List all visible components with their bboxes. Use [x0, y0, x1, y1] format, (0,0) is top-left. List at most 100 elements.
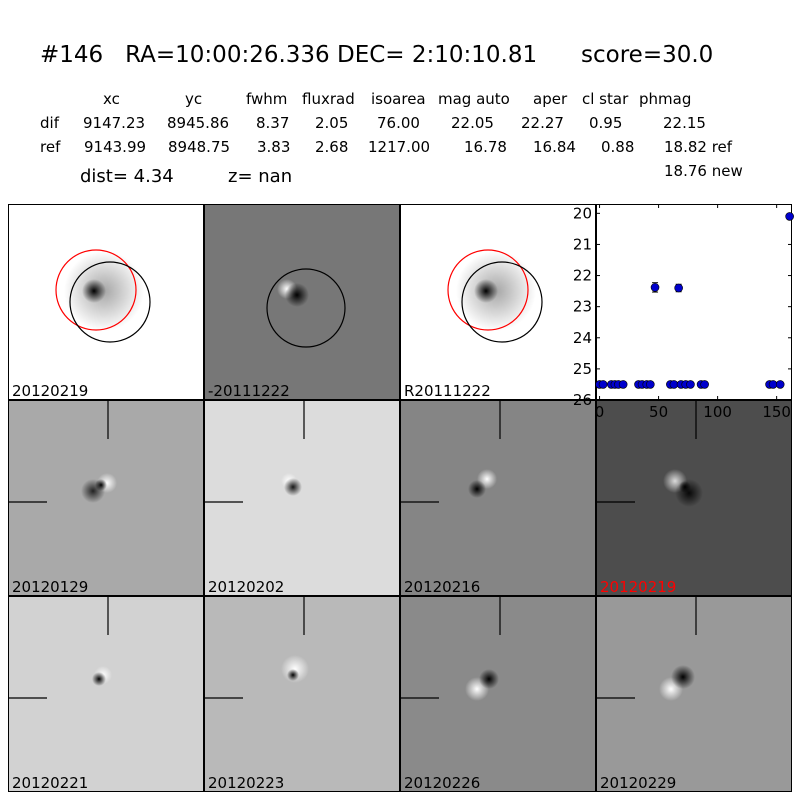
data-point	[646, 380, 655, 389]
epoch-stamp-panel: 20120221	[8, 596, 204, 792]
phmag-new: 18.76 new	[664, 162, 743, 180]
stamp-image	[597, 597, 697, 701]
data-point	[598, 380, 608, 389]
dif-fwhm: 8.37	[256, 114, 290, 132]
candidate-title: #146 RA=10:00:26.336 DEC= 2:10:10.81 sco…	[40, 42, 713, 68]
dif-phmag: 22.15	[663, 114, 706, 132]
reference-image-panel: R20111222	[400, 204, 596, 400]
col-header-yc: yc	[185, 90, 203, 108]
y-tick-label: 26	[573, 391, 592, 409]
lightcurve-panel: 20 21 22 23 24 25 26 0 50 100 150	[573, 204, 794, 421]
difference-image-panel: -20111222	[204, 204, 400, 400]
panel-date-label: 20120221	[12, 774, 89, 792]
negative-residual	[671, 665, 695, 689]
stamp-image	[266, 268, 346, 348]
dif-cl-star: 0.95	[589, 114, 623, 132]
col-header-mag-auto: mag auto	[438, 90, 510, 108]
negative-residual	[468, 480, 486, 498]
plot-frame	[596, 204, 792, 400]
data-point	[785, 212, 794, 221]
ref-aper: 16.84	[533, 138, 576, 156]
panel-date-label: 20120216	[404, 578, 481, 596]
data-point	[650, 283, 660, 292]
ra-text: RA=10:00:26.336	[125, 42, 330, 68]
y-tick-label: 25	[573, 360, 592, 378]
col-header-xc: xc	[103, 90, 120, 108]
candidate-id: #146	[40, 42, 104, 68]
stamp-image	[401, 597, 501, 701]
col-header-fwhm: fwhm	[246, 90, 288, 108]
col-header-aper: aper	[533, 90, 568, 108]
reference-image-panel: 20120219	[8, 204, 204, 400]
data-point	[618, 380, 628, 389]
data-point	[775, 380, 785, 389]
row-label-ref: ref	[40, 138, 61, 156]
detection-position-circle	[266, 268, 346, 348]
col-header-fluxrad: fluxrad	[302, 90, 355, 108]
y-tick-label: 21	[573, 235, 592, 253]
epoch-stamp-panel: 20120129	[8, 400, 204, 596]
source-core	[474, 279, 498, 303]
data-point	[700, 380, 709, 389]
ref-fluxrad: 2.68	[315, 138, 349, 156]
panel-date-label: 20120229	[600, 774, 677, 792]
dif-xc: 9147.23	[83, 114, 146, 132]
ref-phmag: 18.82 ref	[664, 138, 733, 156]
epoch-stamp-panel: 20120202	[204, 400, 400, 596]
ref-xc: 9143.99	[84, 138, 147, 156]
y-tick-label: 20	[573, 204, 592, 222]
negative-residual	[92, 672, 106, 686]
z-text: z= nan	[228, 166, 293, 187]
negative-residual	[284, 478, 302, 496]
epoch-stamp-panel: 20120223	[204, 596, 400, 792]
col-header-cl-star: cl star	[582, 90, 629, 108]
dif-mag-auto: 22.05	[451, 114, 494, 132]
panel-date-label: 20120223	[208, 774, 285, 792]
lightcurve-plot: 20 21 22 23 24 25 260 50 100 150	[573, 204, 794, 421]
ref-yc: 8948.75	[168, 138, 231, 156]
x-tick-label: 50	[649, 403, 668, 421]
epoch-stamp-panel: 20120229	[596, 596, 792, 792]
x-tick-label: 150	[762, 403, 791, 421]
stamp-image	[9, 401, 117, 503]
stamp-image	[205, 401, 305, 503]
negative-residual	[479, 669, 499, 689]
score-text: score=30.0	[581, 42, 714, 68]
panel-date-label: -20111222	[208, 382, 290, 400]
dif-fluxrad: 2.05	[315, 114, 349, 132]
stamp-image	[9, 597, 112, 699]
x-tick-label: 0	[595, 403, 605, 421]
dif-yc: 8945.86	[167, 114, 230, 132]
col-header-isoarea: isoarea	[371, 90, 426, 108]
y-tick-label: 23	[573, 298, 592, 316]
panel-date-label: 20120202	[208, 578, 285, 596]
x-tick-label: 100	[703, 403, 732, 421]
panel-date-label: R20111222	[404, 382, 491, 400]
stamp-image	[447, 249, 543, 343]
negative-residual	[287, 669, 299, 681]
y-tick-label: 24	[573, 329, 592, 347]
negative-residual	[679, 481, 691, 493]
panel-date-label: 20120219	[12, 382, 89, 400]
detection-position-circle	[69, 261, 151, 343]
epoch-stamp-panel: 20120219	[596, 400, 792, 596]
detection-position-circle	[461, 261, 543, 343]
row-label-dif: dif	[40, 114, 59, 132]
y-tick-label: 22	[573, 267, 592, 285]
data-point	[686, 380, 695, 389]
epoch-stamp-panel: 20120216	[400, 400, 596, 596]
dec-text: DEC= 2:10:10.81	[337, 42, 538, 68]
dif-aper: 22.27	[521, 114, 564, 132]
panel-date-label: 20120129	[12, 578, 89, 596]
dist-text: dist= 4.34	[80, 166, 174, 187]
stamp-image	[597, 401, 703, 507]
ref-fwhm: 3.83	[257, 138, 291, 156]
col-header-phmag: phmag	[639, 90, 692, 108]
ref-isoarea: 1217.00	[368, 138, 431, 156]
reference-position-circle	[447, 249, 529, 331]
stamp-image	[55, 249, 151, 343]
ref-mag-auto: 16.78	[464, 138, 507, 156]
reference-position-circle	[55, 249, 137, 331]
panel-date-label: 20120219	[600, 578, 677, 596]
source-core	[82, 279, 106, 303]
